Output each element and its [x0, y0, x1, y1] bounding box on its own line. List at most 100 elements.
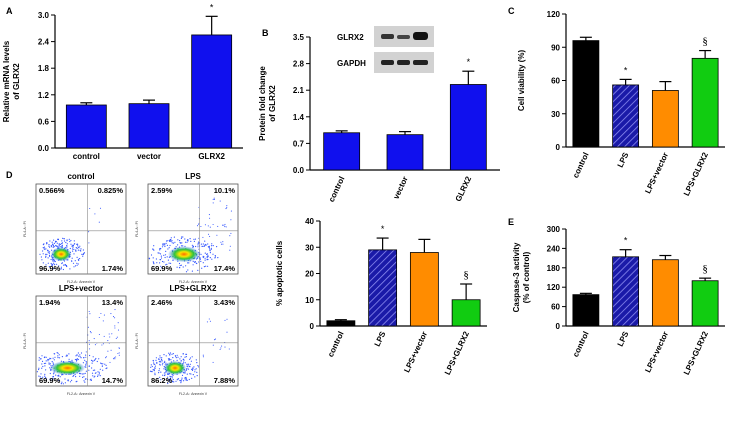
event-dot — [103, 335, 105, 337]
bar — [572, 40, 600, 148]
event-dot — [166, 256, 168, 258]
event-dot — [101, 365, 103, 367]
event-dot — [216, 246, 218, 248]
event-dot — [203, 245, 205, 247]
density-core — [50, 247, 72, 262]
event-dot — [82, 253, 84, 256]
event-dot — [197, 242, 199, 245]
bar — [572, 294, 600, 327]
event-dot — [165, 264, 167, 266]
event-dot — [91, 372, 94, 374]
event-dot — [60, 266, 63, 268]
event-dot — [54, 264, 56, 266]
event-dot — [196, 362, 198, 364]
event-dot — [89, 348, 91, 350]
event-dot — [51, 361, 53, 363]
event-dot — [41, 377, 43, 379]
flow-plot-title: LPS+GLRX2 — [170, 284, 217, 293]
event-dot — [182, 353, 184, 355]
event-dot — [80, 248, 82, 250]
y-tick-label: 60 — [551, 77, 560, 86]
event-dot — [153, 362, 155, 364]
event-dot — [209, 217, 211, 219]
category-label: LPS+GLRX2 — [682, 151, 710, 198]
event-dot — [57, 375, 59, 377]
event-dot — [200, 253, 202, 255]
event-dot — [216, 234, 218, 236]
density-core — [168, 246, 200, 263]
event-dot — [159, 253, 162, 255]
flow-y-axis-label: FL4-A:: PI — [23, 221, 27, 237]
quadrant-percent: 0.825% — [98, 186, 124, 195]
event-dot — [44, 373, 46, 375]
event-dot — [162, 362, 164, 364]
category-label: LPS+GLRX2 — [682, 330, 710, 377]
event-dot — [201, 267, 203, 269]
event-dot — [166, 373, 169, 375]
category-label: control — [73, 152, 100, 161]
event-dot — [164, 256, 166, 259]
event-dot — [45, 253, 47, 255]
bar — [612, 256, 640, 327]
event-dot — [63, 238, 65, 240]
event-dot — [155, 359, 157, 361]
y-tick-label: 30 — [551, 110, 560, 119]
event-dot — [47, 358, 49, 361]
event-dot — [210, 247, 213, 249]
event-dot — [195, 262, 197, 264]
event-dot — [167, 379, 170, 381]
y-tick-label: 1.8 — [38, 64, 50, 73]
event-dot — [40, 373, 42, 375]
significance-marker: * — [467, 57, 471, 67]
event-dot — [159, 249, 161, 251]
event-dot — [49, 363, 52, 365]
event-dot — [105, 356, 107, 358]
event-dot — [41, 367, 43, 369]
category-label: control — [326, 330, 346, 358]
event-dot — [171, 380, 173, 382]
event-dot — [61, 262, 63, 265]
event-dot — [56, 263, 58, 265]
event-dot — [180, 360, 182, 362]
event-dot — [62, 237, 64, 239]
event-dot — [180, 237, 182, 239]
event-dot — [175, 380, 177, 382]
event-dot — [179, 379, 181, 382]
event-dot — [74, 260, 76, 262]
event-dot — [160, 379, 162, 381]
flow-plot-frame — [147, 295, 239, 387]
panel-letter-d: D — [6, 170, 13, 180]
event-dot — [69, 268, 71, 270]
event-dot — [179, 264, 181, 267]
event-dot — [154, 365, 156, 367]
event-dot — [50, 244, 52, 247]
event-dot — [51, 249, 53, 251]
event-dot — [190, 360, 192, 362]
event-dot — [48, 245, 50, 247]
event-dot — [51, 264, 53, 266]
event-dot — [169, 244, 171, 247]
event-dot — [77, 258, 79, 260]
event-dot — [181, 377, 183, 379]
event-dot — [180, 382, 182, 384]
event-dot — [204, 252, 206, 254]
event-dot — [153, 369, 155, 371]
event-dot — [161, 359, 163, 361]
event-dot — [45, 376, 47, 379]
bar — [651, 259, 679, 327]
event-dot — [219, 200, 221, 202]
quadrant-percent: 86.2% — [151, 376, 173, 385]
event-dot — [204, 240, 206, 242]
event-dot — [179, 358, 181, 360]
event-dot — [107, 350, 109, 352]
event-dot — [172, 357, 174, 359]
event-dot — [164, 244, 166, 246]
event-dot — [76, 256, 78, 258]
event-dot — [98, 371, 100, 373]
event-dot — [114, 325, 116, 327]
event-dot — [172, 242, 175, 244]
event-dot — [78, 259, 80, 261]
event-dot — [100, 362, 102, 364]
significance-marker: § — [463, 269, 469, 281]
